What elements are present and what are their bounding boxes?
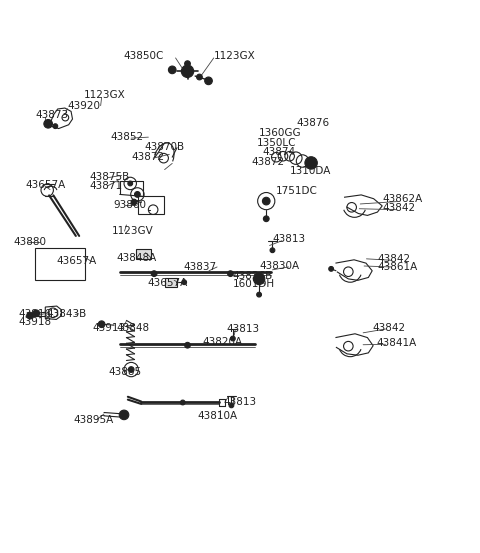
Text: 43813: 43813 [227,324,260,334]
Circle shape [197,74,202,80]
Text: 43657A: 43657A [147,278,187,288]
Text: 43852: 43852 [110,132,144,142]
Circle shape [33,310,39,316]
Circle shape [228,271,233,276]
Circle shape [27,312,34,319]
Text: 43871: 43871 [90,181,123,191]
Text: 43916: 43916 [18,309,51,319]
Circle shape [253,273,265,285]
Text: 1310DA: 1310DA [290,165,332,175]
Circle shape [180,400,185,405]
Text: 1350LC: 1350LC [257,138,296,148]
Circle shape [263,197,270,205]
Text: 43872: 43872 [131,152,164,162]
Circle shape [119,410,129,420]
Circle shape [131,199,137,205]
Text: 1123GX: 1123GX [214,51,255,61]
FancyBboxPatch shape [136,249,151,259]
Text: 1360GG: 1360GG [259,128,302,138]
Text: 43850C: 43850C [123,51,164,61]
Text: 43862A: 43862A [382,194,422,204]
Circle shape [134,191,140,197]
Circle shape [128,181,132,186]
Text: 43920: 43920 [67,101,100,111]
Text: 43836B: 43836B [233,270,273,280]
Text: 43820A: 43820A [203,337,243,347]
Text: 43848: 43848 [117,323,150,333]
Text: 43841A: 43841A [376,338,416,348]
Text: 43895A: 43895A [73,415,113,425]
Circle shape [305,156,317,169]
Circle shape [230,336,235,341]
Text: 43657A: 43657A [56,256,96,266]
Circle shape [44,119,52,128]
Text: 43873: 43873 [36,110,69,120]
Circle shape [270,248,275,253]
Text: 43842: 43842 [382,204,415,213]
FancyBboxPatch shape [165,278,177,286]
Text: 43870B: 43870B [144,142,185,152]
Circle shape [329,267,334,272]
Circle shape [98,321,105,327]
Text: 43913: 43913 [92,323,125,333]
Circle shape [53,124,58,128]
Circle shape [204,77,212,85]
Circle shape [128,367,134,372]
Text: 43830A: 43830A [259,261,299,271]
Text: 43918: 43918 [18,317,51,327]
Circle shape [264,216,269,222]
Text: 43848A: 43848A [117,253,157,263]
Text: 43885: 43885 [109,367,142,377]
Text: 1123GX: 1123GX [84,90,125,100]
Text: 1123GV: 1123GV [112,226,154,236]
Text: 43880: 43880 [13,237,46,247]
Text: 43874: 43874 [263,148,296,158]
Text: 1601DH: 1601DH [233,279,275,289]
Text: 43861A: 43861A [377,262,418,272]
Circle shape [185,61,191,66]
Circle shape [185,342,191,348]
Text: 43842: 43842 [377,254,410,264]
Text: 43843B: 43843B [47,309,87,319]
Text: 43813: 43813 [273,234,306,244]
Text: 43837: 43837 [184,262,217,272]
Circle shape [182,280,187,285]
Text: 43813: 43813 [223,397,256,407]
Text: 43872: 43872 [252,157,285,167]
Circle shape [257,292,262,297]
Text: 43842: 43842 [372,323,406,333]
Text: 43810A: 43810A [197,411,237,421]
Circle shape [151,271,157,276]
Text: 1751DC: 1751DC [276,186,318,196]
Circle shape [181,65,194,77]
Circle shape [168,66,176,74]
Circle shape [229,403,234,408]
Text: 43876: 43876 [296,118,329,128]
Text: 93860: 93860 [114,200,146,210]
Text: 43875B: 43875B [90,172,130,182]
Text: 43657A: 43657A [25,180,65,190]
